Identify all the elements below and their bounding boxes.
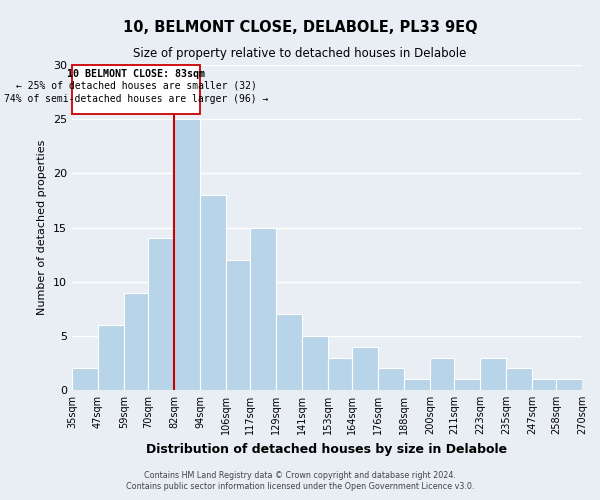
Bar [480,358,506,390]
FancyBboxPatch shape [72,65,200,114]
Bar [124,292,148,390]
Text: Contains HM Land Registry data © Crown copyright and database right 2024.: Contains HM Land Registry data © Crown c… [144,471,456,480]
Text: 10, BELMONT CLOSE, DELABOLE, PL33 9EQ: 10, BELMONT CLOSE, DELABOLE, PL33 9EQ [122,20,478,35]
Bar [430,358,454,390]
Bar [352,346,378,390]
Bar [556,379,582,390]
Bar [148,238,174,390]
Bar [532,379,556,390]
Bar [98,325,124,390]
Text: Contains public sector information licensed under the Open Government Licence v3: Contains public sector information licen… [126,482,474,491]
Y-axis label: Number of detached properties: Number of detached properties [37,140,47,315]
Text: ← 25% of detached houses are smaller (32): ← 25% of detached houses are smaller (32… [16,80,256,90]
Text: 10 BELMONT CLOSE: 83sqm: 10 BELMONT CLOSE: 83sqm [67,68,205,78]
Bar [276,314,302,390]
Bar [200,195,226,390]
Bar [328,358,352,390]
Bar [226,260,250,390]
Bar [174,119,200,390]
Bar [378,368,404,390]
Bar [454,379,480,390]
Bar [506,368,532,390]
Text: Size of property relative to detached houses in Delabole: Size of property relative to detached ho… [133,48,467,60]
Bar [302,336,328,390]
Bar [404,379,430,390]
X-axis label: Distribution of detached houses by size in Delabole: Distribution of detached houses by size … [146,442,508,456]
Bar [72,368,98,390]
Bar [250,228,276,390]
Text: 74% of semi-detached houses are larger (96) →: 74% of semi-detached houses are larger (… [4,94,268,104]
